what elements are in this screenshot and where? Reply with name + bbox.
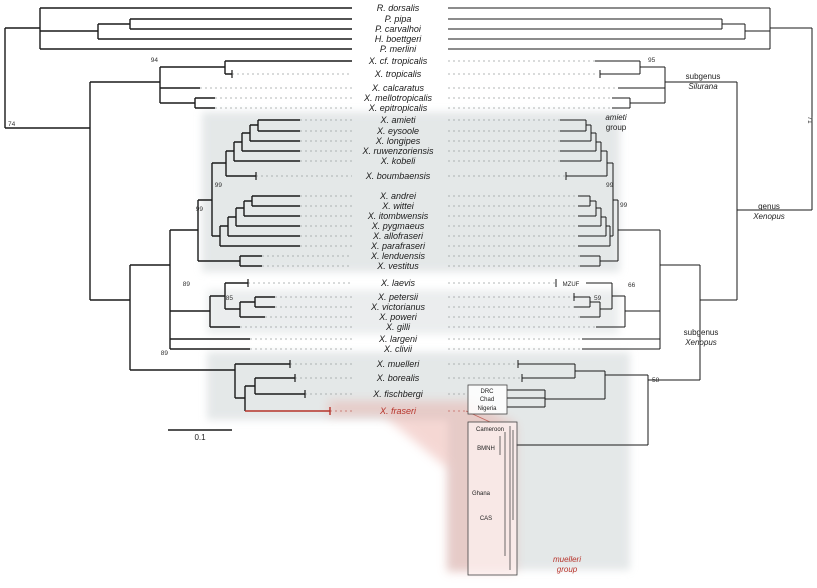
genus-xenopus-word2: Xenopus bbox=[753, 211, 785, 221]
clade-label-subgenus-xenopus: subgenus Xenopus bbox=[684, 328, 719, 347]
species-label-x-mellotropicalis: X. mellotropicalis bbox=[363, 93, 433, 103]
support-85: 85 bbox=[226, 295, 234, 302]
species-label-x-parafraseri: X. parafraseri bbox=[370, 241, 426, 251]
support-74: 74 bbox=[8, 121, 16, 128]
muelleri-group-shade bbox=[207, 352, 630, 570]
species-label-x-victorianus: X. victorianus bbox=[370, 302, 426, 312]
subgenus-silurana-word2: Silurana bbox=[688, 81, 718, 91]
cas-label: CAS bbox=[480, 516, 492, 522]
species-label-p-merlini: P. merlini bbox=[379, 44, 417, 54]
right-tree-tip-brackets bbox=[517, 70, 601, 382]
species-label-h-boettgeri: H. boettgeri bbox=[374, 34, 422, 44]
species-label-x-fischbergi: X. fischbergi bbox=[373, 389, 423, 399]
support-95: 95 bbox=[648, 57, 656, 64]
muelleri-group-word1: muelleri bbox=[552, 555, 582, 564]
clade-label-amieti-group: amieti group bbox=[605, 113, 626, 132]
species-label-x-wittei: X. wittei bbox=[382, 201, 414, 211]
species-label-x-longipes: X. longipes bbox=[375, 136, 421, 146]
drc-chad-nigeria-box bbox=[467, 384, 508, 415]
leader-lines bbox=[200, 60, 618, 412]
support-66: 66 bbox=[628, 282, 636, 289]
support-94: 94 bbox=[151, 57, 159, 64]
species-label-x-amieti: X. amieti bbox=[380, 115, 416, 125]
species-label-x-allofraseri: X. allofraseri bbox=[372, 231, 424, 241]
species-label-x-muelleri: X. muelleri bbox=[376, 359, 420, 369]
support-89-a: 89 bbox=[183, 281, 191, 288]
subgenus-silurana-word1: subgenus bbox=[685, 72, 721, 81]
support-89-b: 89 bbox=[161, 350, 169, 357]
species-label-x-boumbaensis: X. boumbaensis bbox=[365, 171, 431, 181]
nigeria-label: Nigeria bbox=[477, 406, 497, 412]
support-99-a: 99 bbox=[215, 182, 223, 189]
left-tree-branches bbox=[4, 7, 352, 411]
clade-label-genus-xenopus: genus Xenopus bbox=[753, 202, 785, 221]
right-tree-branches bbox=[448, 7, 813, 446]
species-label-x-cf-tropicalis: X. cf. tropicalis bbox=[368, 56, 428, 66]
ghana-label: Ghana bbox=[472, 491, 491, 497]
species-label-x-petersii: X. petersii bbox=[377, 292, 419, 302]
species-label-x-poweri: X. poweri bbox=[379, 312, 417, 322]
bmnh-label: BMNH bbox=[477, 446, 495, 452]
species-label-x-borealis: X. borealis bbox=[376, 373, 420, 383]
species-label-x-epitropicalis: X. epitropicalis bbox=[368, 103, 428, 113]
subgenus-xenopus-word2: Xenopus bbox=[685, 337, 717, 347]
support-99-d: 99 bbox=[620, 202, 628, 209]
species-label-x-lenduensis: X. lenduensis bbox=[370, 251, 426, 261]
species-label-p-pipa: P. pipa bbox=[384, 14, 412, 24]
muelleri-group-word2: group bbox=[556, 564, 578, 574]
species-label-x-clivii: X. clivii bbox=[383, 344, 413, 354]
species-label-x-largeni: X. largeni bbox=[378, 334, 418, 344]
cameroon-box-specimen-lines bbox=[499, 426, 514, 570]
species-label-p-carvalhoi: P. carvalhoi bbox=[375, 24, 421, 34]
subgenus-xenopus-word1: subgenus bbox=[683, 328, 719, 337]
amieti-group-word2: group bbox=[605, 122, 627, 132]
cameroon-label: Cameroon bbox=[476, 427, 504, 433]
genus-xenopus-word1: genus bbox=[758, 202, 780, 211]
support-59: 59 bbox=[594, 295, 602, 302]
clade-label-subgenus-silurana: subgenus Silurana bbox=[686, 72, 721, 91]
species-label-x-eysoole: X. eysoole bbox=[376, 126, 420, 136]
species-label-x-fraseri: X. fraseri bbox=[379, 406, 417, 416]
drc-label: DRC bbox=[481, 389, 495, 395]
fraseri-branch-left bbox=[245, 407, 331, 415]
species-label-r-dorsalis: R. dorsalis bbox=[376, 3, 420, 13]
support-99-c: 99 bbox=[196, 206, 204, 213]
left-tree bbox=[4, 7, 352, 415]
species-label-x-andrei: X. andrei bbox=[379, 191, 417, 201]
species-label-x-calcaratus: X. calcaratus bbox=[371, 83, 425, 93]
species-label-x-tropicalis: X. tropicalis bbox=[374, 69, 422, 79]
support-99-b: 99 bbox=[606, 182, 614, 189]
chad-label: Chad bbox=[480, 397, 494, 403]
amieti-group-word1: amieti bbox=[605, 113, 627, 122]
support-values: 94 95 74 71 99 99 99 99 89 85 59 66 89 5… bbox=[8, 57, 813, 384]
support-71: 71 bbox=[806, 116, 813, 124]
species-label-x-kobeli: X. kobeli bbox=[380, 156, 416, 166]
support-58: 58 bbox=[652, 377, 660, 384]
species-label-x-laevis: X. laevis bbox=[380, 278, 416, 288]
species-label-x-vestitus: X. vestitus bbox=[377, 261, 419, 271]
gray-leader-lines bbox=[200, 60, 618, 395]
left-tree-tip-brackets bbox=[231, 70, 306, 398]
species-label-x-pygmaeus: X. pygmaeus bbox=[371, 221, 425, 231]
cameroon-box bbox=[467, 421, 518, 576]
locality-boxes: DRC Chad Nigeria Cameroon BMNH Ghana CAS bbox=[467, 384, 518, 576]
clade-label-muelleri-group: muelleri group bbox=[553, 555, 581, 574]
species-label-x-ruwenzoriensis: X. ruwenzoriensis bbox=[362, 146, 434, 156]
species-label-x-gilli: X. gilli bbox=[385, 322, 411, 332]
scale-bar-label: 0.1 bbox=[194, 433, 206, 442]
mzuf-label: MZUF bbox=[563, 282, 580, 288]
species-label-x-itombwensis: X. itombwensis bbox=[367, 211, 429, 221]
